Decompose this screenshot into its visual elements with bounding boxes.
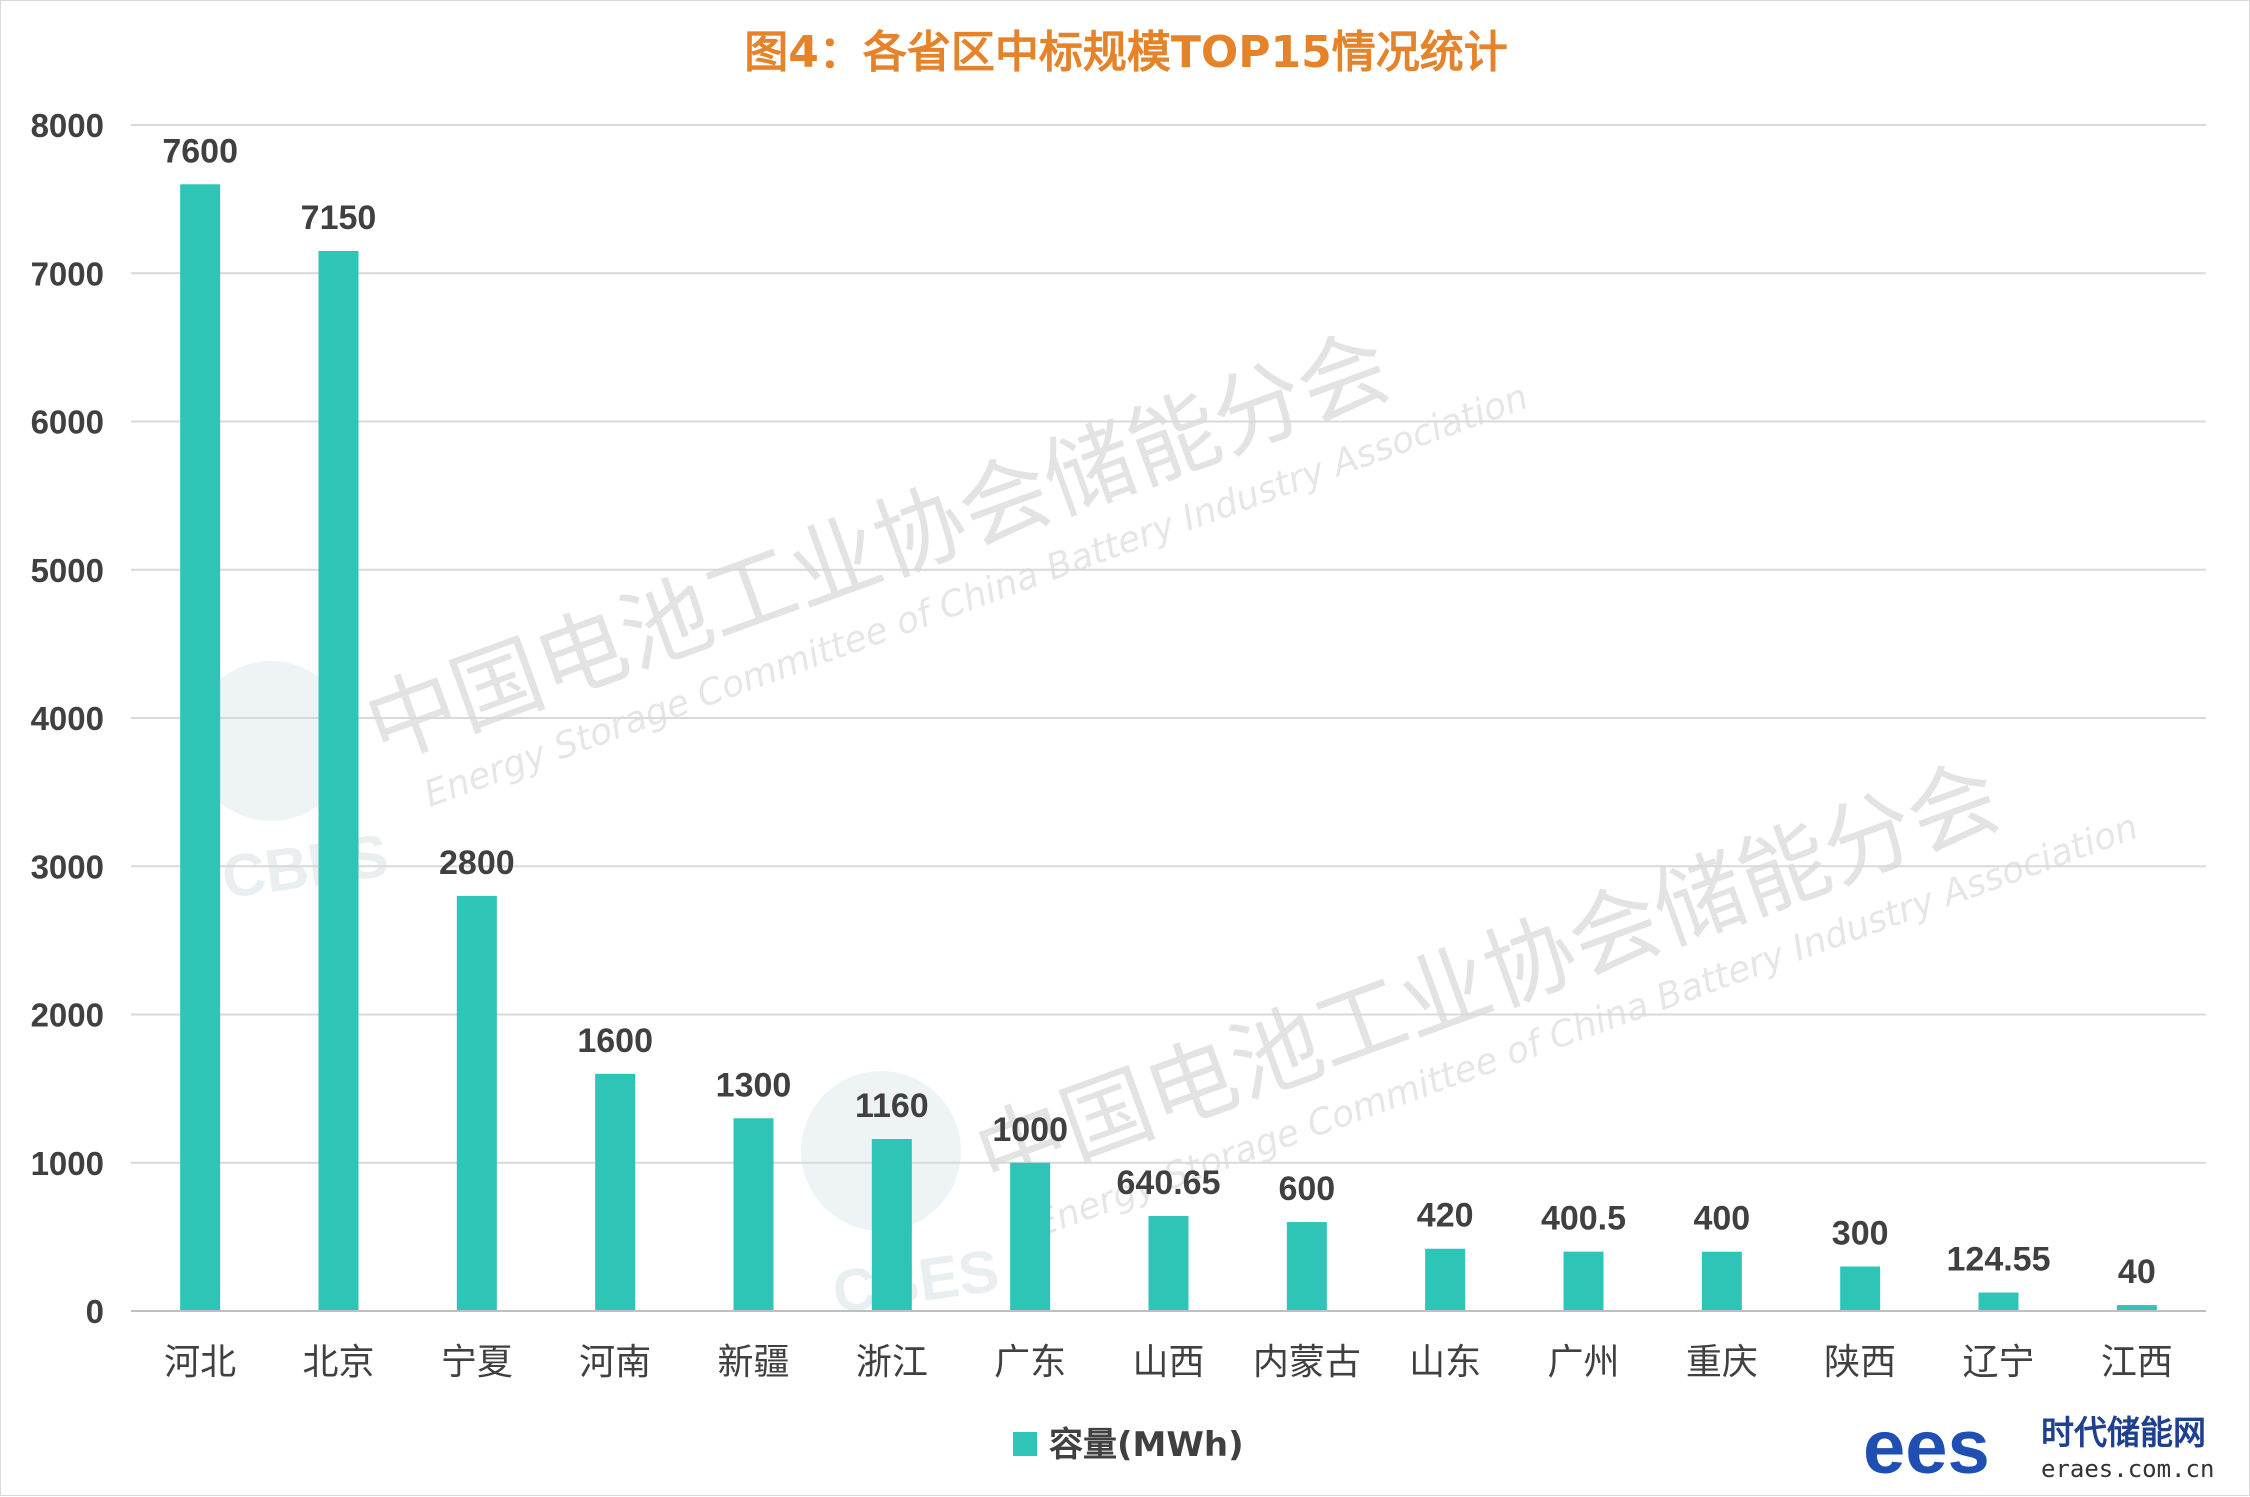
data-label: 600 [1278,1170,1335,1208]
data-label: 7150 [301,199,377,237]
watermark-text-en-1: Energy Storage Committee of China Batter… [419,376,1534,815]
chart-title: 图4：各省区中标规模TOP15情况统计 [744,27,1508,78]
x-tick-label: 新疆 [717,1342,789,1383]
y-tick-label: 0 [86,1293,104,1330]
watermark-logo-circle-icon [191,661,351,821]
gridlines [131,124,2206,1164]
bar [1563,1251,1604,1311]
y-tick-label: 7000 [31,255,104,292]
y-tick-label: 2000 [31,997,104,1034]
x-tick-label: 广东 [994,1342,1066,1383]
watermark-text-cn-2: 中国电池工业协会储能分会 [963,744,2014,1212]
bar [1286,1222,1327,1311]
x-tick-label: 内蒙古 [1253,1342,1361,1383]
x-tick-label: 山西 [1132,1342,1204,1383]
bar [595,1073,636,1311]
data-labels: 7600 7150 2800 1600 1300 1160 1000 640.65 600 420… [162,132,2155,1291]
x-tick-label: 重庆 [1686,1342,1758,1383]
bars [180,184,2157,1312]
bar [1010,1162,1051,1311]
bar [871,1139,912,1311]
data-label: 2800 [439,844,515,882]
data-label: 40 [2118,1253,2156,1291]
x-tick-label: 陕西 [1824,1342,1896,1383]
legend-label: 容量(MWh) [1049,1425,1244,1465]
y-tick-label: 5000 [31,552,104,589]
watermark-text-cn-1: 中国电池工业协会储能分会 [353,314,1404,782]
y-tick-label: 4000 [31,700,104,737]
data-label: 1160 [855,1087,929,1125]
bar [1701,1251,1742,1311]
data-label: 1600 [577,1022,653,1060]
y-tick-label: 6000 [31,404,104,441]
data-label: 400.5 [1541,1200,1626,1238]
y-axis-ticks: 0 1000 2000 3000 4000 5000 6000 7000 8000 [31,107,104,1330]
watermark-logo-text-2: CBES [829,1237,1003,1327]
data-label: 300 [1832,1215,1889,1253]
x-tick-label: 浙江 [856,1342,928,1383]
data-label: 640.65 [1117,1164,1221,1202]
bar [1978,1292,2019,1311]
bar [1840,1266,1881,1311]
data-label: 420 [1417,1197,1474,1235]
x-tick-label: 河南 [579,1342,651,1383]
bar [733,1118,774,1311]
y-tick-label: 1000 [31,1145,104,1182]
bar [1425,1248,1466,1311]
data-label: 1000 [992,1111,1068,1149]
x-tick-label: 北京 [302,1342,374,1383]
x-tick-label: 宁夏 [441,1342,513,1383]
bar [180,184,221,1311]
data-label: 1300 [716,1066,792,1104]
brand-logo-text: ees [1863,1405,1990,1490]
brand-logo: ees 时代储能网 eraes.com.cn [1863,1405,2214,1490]
bar [2116,1305,2157,1311]
x-tick-label: 山东 [1409,1342,1481,1383]
brand-url: eraes.com.cn [2041,1455,2214,1483]
legend-swatch [1013,1432,1037,1456]
x-tick-label: 河北 [164,1342,236,1383]
y-tick-label: 3000 [31,848,104,885]
x-tick-label: 江西 [2101,1342,2173,1383]
data-label: 400 [1693,1200,1750,1238]
x-tick-label: 广州 [1547,1342,1619,1383]
x-tick-label: 辽宁 [1962,1342,2034,1383]
bar [456,895,497,1311]
y-tick-label: 8000 [31,107,104,144]
data-label: 7600 [162,132,238,170]
legend: 容量(MWh) [1013,1425,1244,1465]
bar [1148,1216,1189,1311]
x-axis-ticks: 河北 北京 宁夏 河南 新疆 浙江 广东 山西 内蒙古 山东 广州 重庆 陕西 辽宁 江西 [164,1342,2173,1383]
bar [318,251,359,1312]
data-label: 124.55 [1947,1241,2051,1279]
brand-name: 时代储能网 [2041,1413,2206,1452]
